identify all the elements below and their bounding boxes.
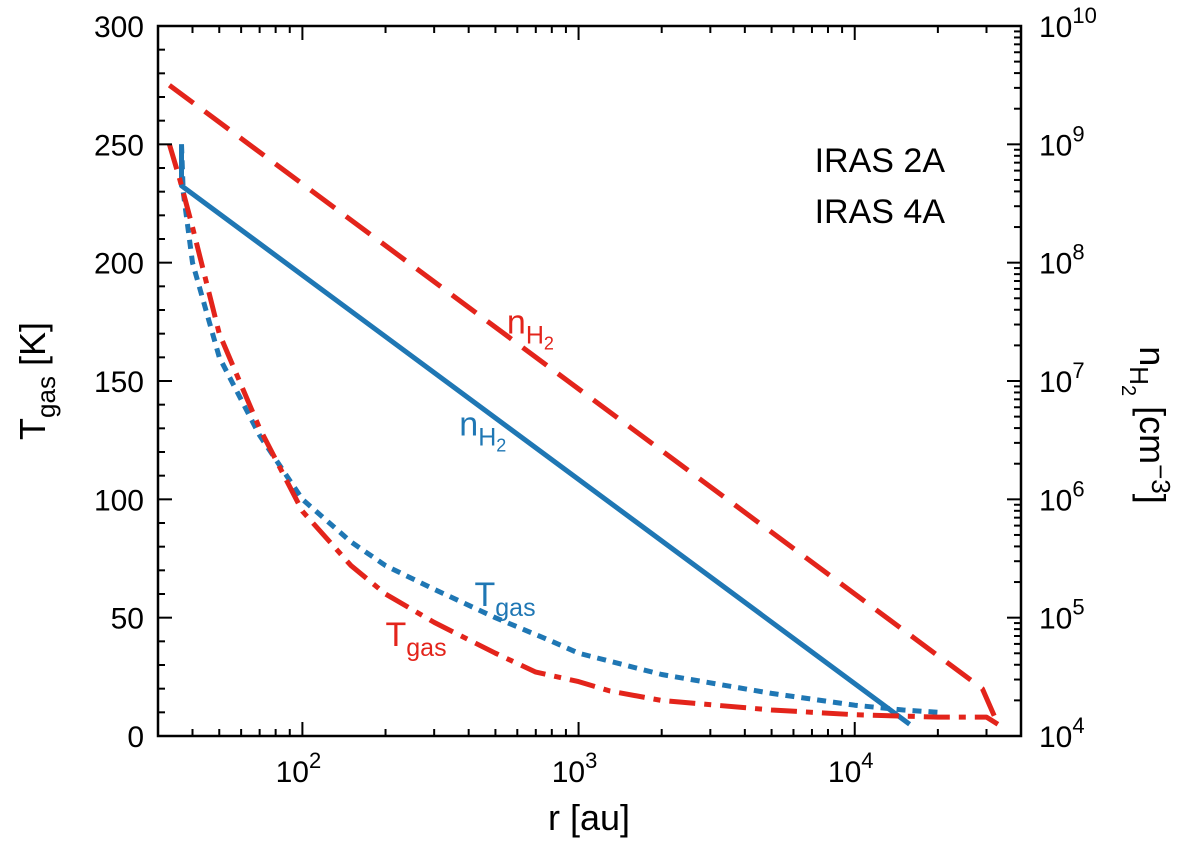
x-axis-label: r [au] <box>548 797 630 838</box>
annotation-blue-tgas: Tgas <box>475 576 536 622</box>
x-tick-label-100: 102 <box>276 748 322 789</box>
right-axis-label: nH2 [cm−3] <box>1117 346 1176 504</box>
annotation-red-tgas: Tgas <box>386 616 447 662</box>
plot-frame <box>156 24 1023 738</box>
annotation-red-nh2: nH2 <box>507 304 554 354</box>
right-tick-label-1e6: 106 <box>1039 476 1085 517</box>
left-tick-label-50: 50 <box>111 603 144 636</box>
left-tick-label-0: 0 <box>127 721 144 754</box>
left-axis-label: Tgas [K] <box>12 322 61 440</box>
series-iras-4a-t-gas <box>167 143 1000 727</box>
right-axis: 104 105 106 107 108 109 1010 <box>1007 3 1097 754</box>
right-tick-label-1e10: 1010 <box>1039 3 1097 44</box>
left-tick-label-300: 300 <box>94 11 144 44</box>
series-iras-2a-n-h2 <box>179 144 912 727</box>
annotation-blue-nh2: nH2 <box>459 405 506 455</box>
x-axis: 102 103 104 <box>276 26 874 789</box>
x-tick-label-1000: 103 <box>552 748 598 789</box>
left-tick-label-200: 200 <box>94 248 144 281</box>
left-tick-label-150: 150 <box>94 366 144 399</box>
left-tick-label-100: 100 <box>94 484 144 517</box>
series-layer <box>167 83 1001 727</box>
right-tick-label-1e4: 104 <box>1039 713 1085 754</box>
left-axis: 0 50 100 150 200 250 300 <box>94 11 172 754</box>
series-iras-4a-n-h2 <box>167 83 1001 726</box>
annotations: nH2 nH2 Tgas Tgas <box>386 304 554 662</box>
minor-ticks <box>157 26 1022 736</box>
x-tick-label-10000: 104 <box>828 748 874 789</box>
right-tick-label-1e7: 107 <box>1039 358 1085 399</box>
legend-iras-4a: IRAS 4A <box>815 193 946 231</box>
right-tick-label-1e9: 109 <box>1039 121 1085 162</box>
left-tick-label-250: 250 <box>94 129 144 162</box>
right-tick-label-1e8: 108 <box>1039 240 1085 281</box>
right-tick-label-1e5: 105 <box>1039 595 1085 636</box>
series-iras-2a-t-gas <box>179 144 939 715</box>
legend-iras-2a: IRAS 2A <box>815 142 946 180</box>
legend: IRAS 2A IRAS 4A <box>815 142 946 231</box>
